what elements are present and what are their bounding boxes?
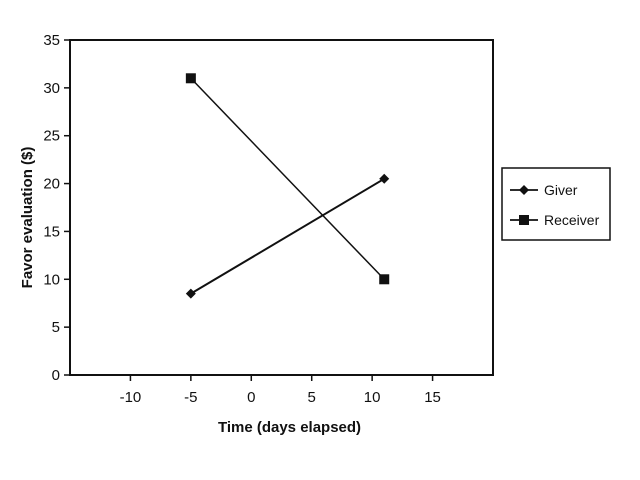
x-axis-title: Time (days elapsed)	[218, 419, 361, 436]
y-tick-label: 30	[43, 80, 60, 97]
y-tick-label: 20	[43, 176, 60, 193]
data-point	[185, 288, 196, 299]
y-tick-label: 15	[43, 223, 60, 240]
series-line	[190, 177, 385, 295]
y-tick-label: 0	[52, 367, 60, 384]
series-layer	[185, 73, 390, 299]
x-tick-label: 5	[308, 389, 316, 406]
y-tick-label: 10	[43, 271, 60, 288]
x-axis: -10 -5 0 5 10 15	[120, 375, 441, 406]
y-tick-label: 35	[43, 32, 60, 49]
x-tick-label: 0	[247, 389, 255, 406]
plot-area	[69, 39, 494, 376]
legend-item-receiver: Receiver	[510, 212, 600, 228]
legend-item-giver: Giver	[510, 182, 578, 198]
legend-marker	[519, 185, 529, 195]
legend-label: Receiver	[544, 212, 600, 228]
y-tick-label: 5	[52, 319, 60, 336]
series-receiver	[185, 73, 390, 285]
x-tick-label: -5	[184, 389, 197, 406]
x-tick-label: 15	[424, 389, 441, 406]
data-point	[379, 274, 390, 285]
x-tick-label: -10	[120, 389, 142, 406]
data-point	[379, 173, 390, 184]
y-tick-label: 25	[43, 128, 60, 145]
x-tick-label: 10	[364, 389, 381, 406]
series-line	[190, 77, 385, 280]
legend-label: Giver	[544, 182, 578, 198]
data-point	[185, 73, 196, 84]
legend-marker	[519, 215, 529, 225]
series-giver	[185, 173, 390, 299]
plot-frame	[69, 39, 494, 376]
y-axis-title: Favor evaluation ($)	[19, 147, 36, 289]
legend-box	[501, 167, 611, 241]
legend: Giver Receiver	[501, 167, 611, 241]
y-axis: 0 5 10 15 20 25 30 35	[43, 32, 70, 384]
